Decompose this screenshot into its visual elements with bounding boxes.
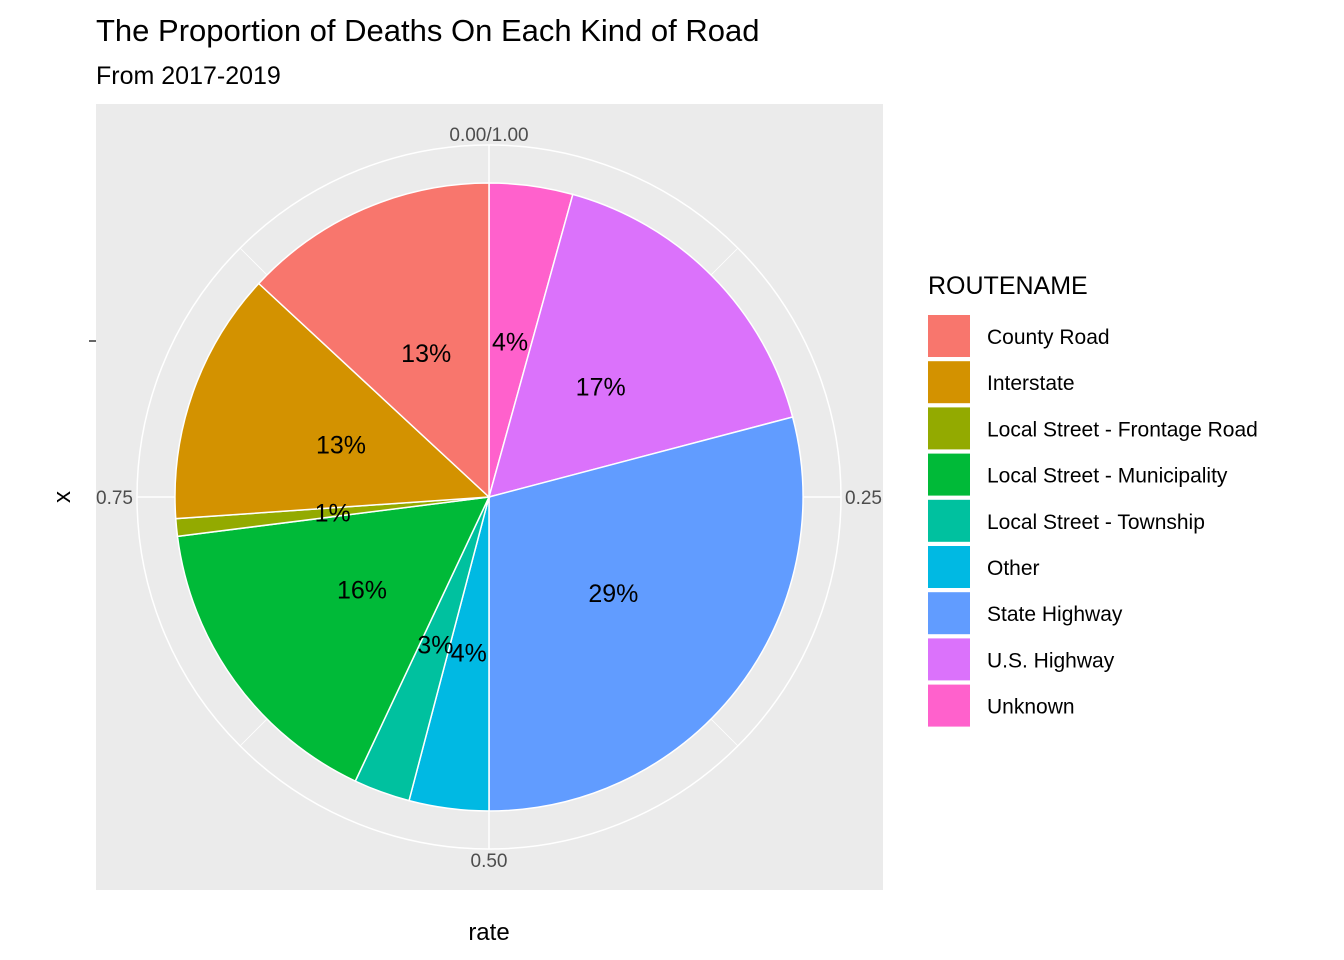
slice-label-state-highway: 29%: [588, 580, 638, 608]
pie-slices: [174, 182, 804, 812]
theta-ticks: 0.00/1.00 0.25 0.50 0.75: [96, 125, 882, 872]
slice-label-local-street-township: 3%: [417, 632, 453, 660]
pie-slice-local-street-municipality: [176, 496, 491, 783]
legend-label: State Highway: [987, 603, 1123, 626]
legend-label: Interstate: [987, 372, 1075, 395]
legend-swatch: [928, 638, 970, 681]
x-axis-title: rate: [468, 919, 509, 946]
legend-swatch: [928, 546, 970, 588]
legend-label: Local Street - Municipality: [987, 465, 1228, 488]
pie-slice-interstate: [174, 282, 491, 520]
legend-swatch: [928, 315, 970, 357]
chart-title: The Proportion of Deaths On Each Kind of…: [96, 13, 759, 48]
legend-label: Other: [987, 557, 1040, 580]
legend-swatch: [928, 407, 970, 450]
theta-tick-label: 0.50: [471, 851, 508, 872]
legend-swatch: [928, 684, 970, 727]
slice-label-local-street-municipality: 16%: [337, 576, 387, 604]
theta-tick-label: 0.25: [845, 488, 882, 509]
chart-subtitle: From 2017-2019: [96, 62, 281, 90]
legend-items: County Road Interstate Local Street - Fron…: [928, 315, 1258, 727]
slice-label-other: 4%: [451, 640, 487, 668]
slice-labels: 4%17%29%4%3%16%1%13%13%: [315, 328, 639, 667]
slice-label-unknown: 4%: [492, 328, 528, 356]
slice-label-county-road: 13%: [401, 340, 451, 368]
legend: ROUTENAME County Road Interstate Local Str…: [928, 272, 1258, 727]
legend-label: Unknown: [987, 696, 1075, 719]
legend-swatch: [928, 453, 970, 496]
legend-label: Local Street - Township: [987, 511, 1205, 534]
legend-swatch: [928, 361, 970, 404]
theta-tick-label: 0.00/1.00: [449, 125, 528, 146]
theta-tick-label: 0.75: [96, 488, 133, 509]
slice-label-local-street-frontage-road: 1%: [315, 499, 351, 527]
legend-label: Local Street - Frontage Road: [987, 418, 1258, 441]
y-axis-title: x: [49, 491, 76, 503]
legend-label: U.S. Highway: [987, 649, 1115, 672]
legend-swatch: [928, 499, 970, 542]
legend-swatch: [928, 592, 970, 635]
pie-slice-county-road: [257, 182, 490, 499]
slice-label-u-s-highway: 17%: [576, 374, 626, 402]
slice-label-interstate: 13%: [316, 432, 366, 460]
legend-title: ROUTENAME: [928, 272, 1088, 300]
legend-label: County Road: [987, 326, 1110, 349]
pie-slice-u-s-highway: [487, 193, 794, 499]
pie-slice-state-highway: [488, 416, 804, 812]
